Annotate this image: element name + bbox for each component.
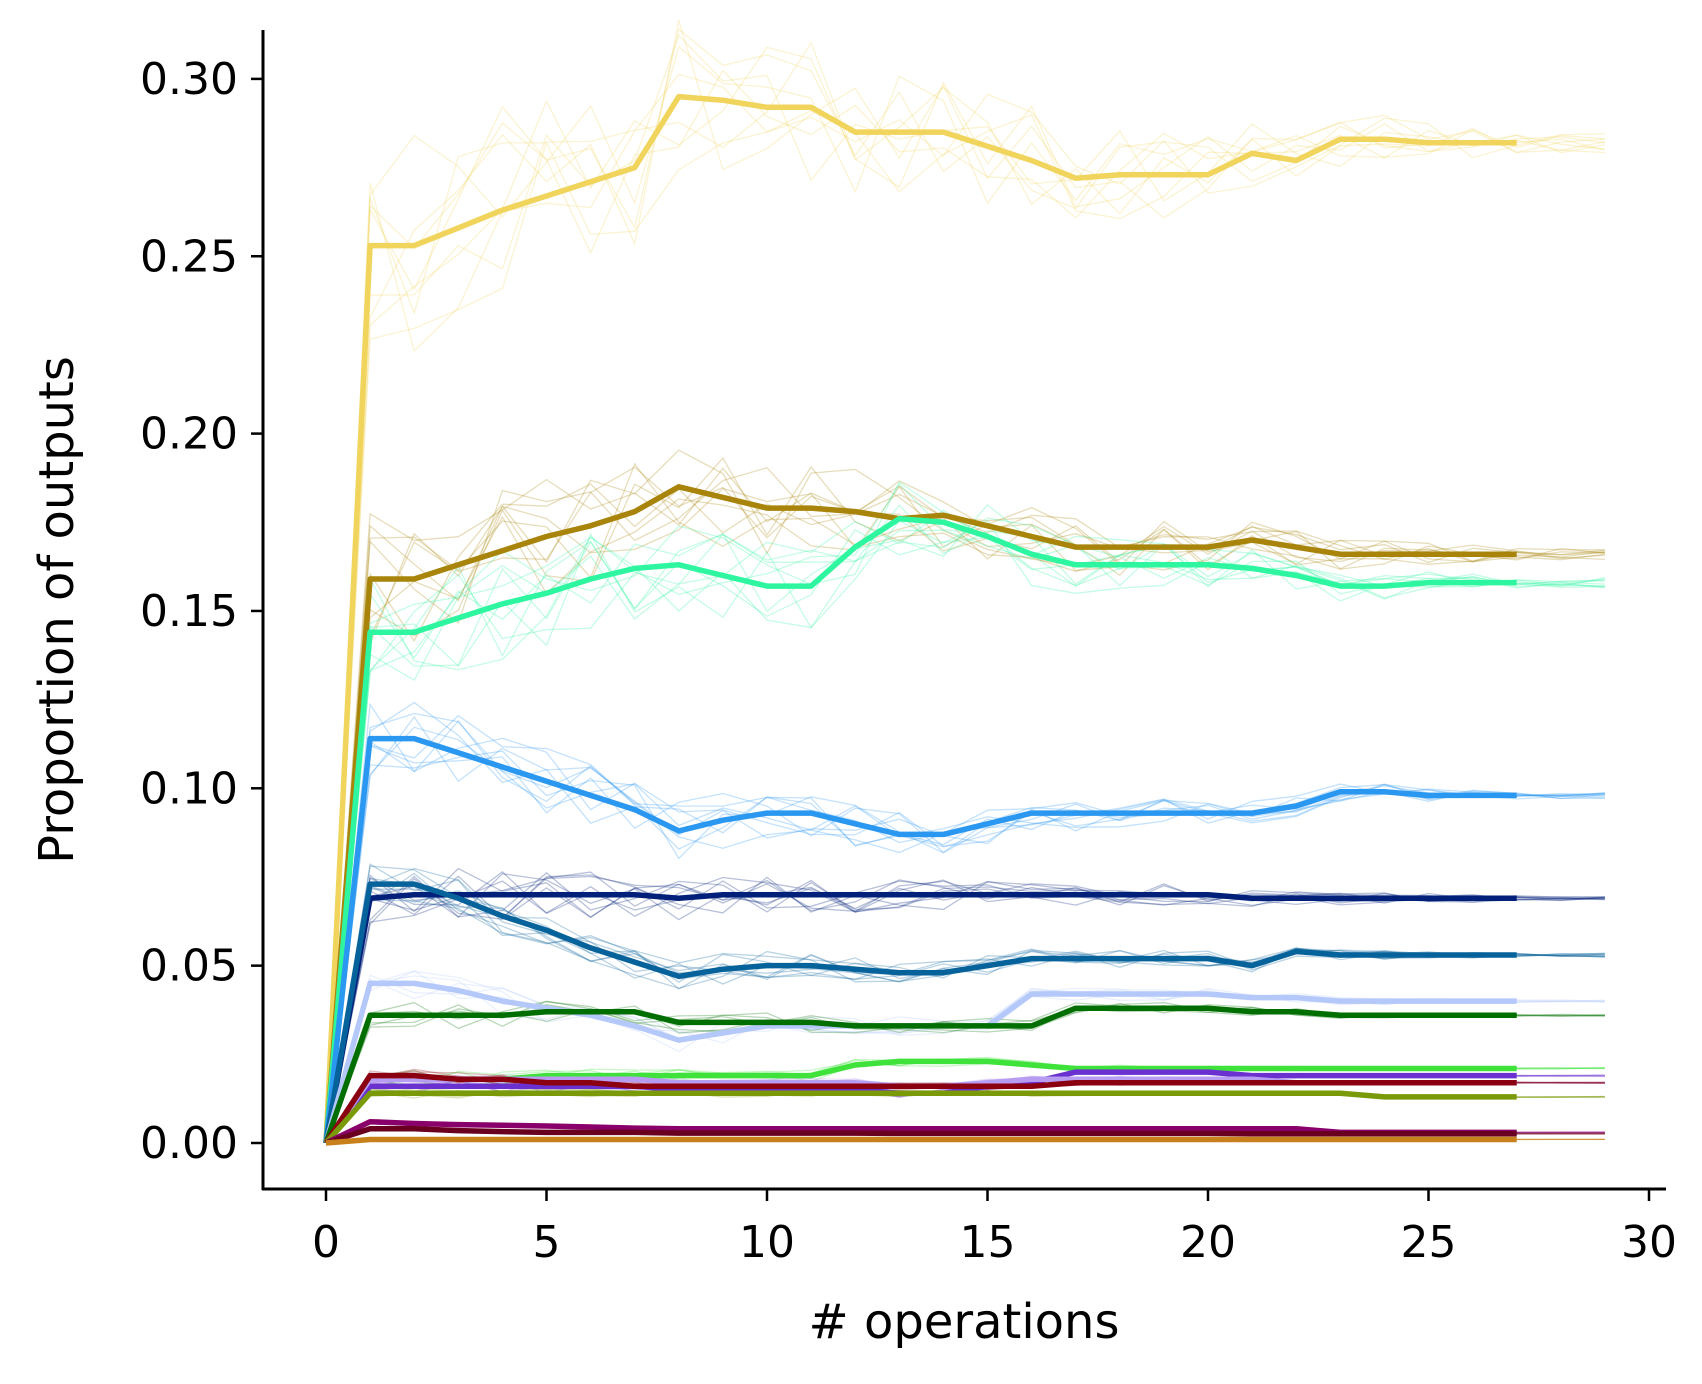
replicate-run-line (325, 20, 1605, 1144)
replicate-run-line (325, 109, 1606, 1144)
x-axis-title: # operations (809, 1294, 1120, 1350)
replicate-run-line (325, 873, 1605, 1144)
y-tick-label: 0.05 (140, 941, 238, 992)
replicate-run-line (325, 34, 1605, 1144)
x-tick-label: 0 (312, 1217, 340, 1268)
replicate-run-line (325, 744, 1605, 1144)
replicate-run-line (325, 529, 1605, 1144)
x-tick-label: 5 (533, 1217, 561, 1268)
x-tick-label: 30 (1621, 1217, 1677, 1268)
replicate-run-line (325, 456, 1605, 1144)
replicate-run-line (325, 509, 1605, 1144)
y-tick-label: 0.00 (140, 1118, 238, 1169)
replicate-run-line (325, 876, 1605, 1144)
y-tick-label: 0.10 (140, 763, 238, 814)
series-layer (323, 93, 1517, 1146)
replicate-run-line (325, 872, 1605, 1144)
x-tick-label: 20 (1180, 1217, 1236, 1268)
series-line-15 (325, 1136, 1517, 1146)
replicate-run-line (325, 69, 1606, 1144)
replicate-run-line (325, 481, 1605, 1144)
replicate-run-line (325, 467, 1605, 1144)
replicate-run-line (325, 1001, 1605, 1144)
y-axis-title: Proportion of outputs (29, 356, 85, 864)
replicate-run-line (325, 466, 1605, 1144)
series-line-11 (323, 1072, 1517, 1145)
replicate-run-line (325, 485, 1605, 1144)
ticks-layer: 0 5 10 15 20 25 30 0.00 0.05 0.10 0.15 0.20 0.25 0.30 (140, 54, 1677, 1268)
replicate-run-line (325, 462, 1605, 1144)
series-line-5 (323, 881, 1517, 1144)
replicate-run-line (325, 529, 1606, 1144)
replicate-run-line (325, 871, 1605, 1144)
replicate-run-line (325, 970, 1605, 1144)
x-tick-label: 25 (1401, 1217, 1457, 1268)
replicate-run-line (325, 466, 1605, 1144)
replicate-run-line (325, 28, 1605, 1144)
series-line-1 (323, 484, 1517, 1144)
series-line-12 (323, 1090, 1517, 1145)
series-line-3 (323, 735, 1517, 1144)
replicate-run-line (325, 46, 1605, 1144)
series-line-2 (323, 515, 1517, 1144)
replicate-run-line (325, 871, 1605, 1144)
series-line-14 (325, 1126, 1517, 1146)
replicate-run-line (325, 726, 1605, 1144)
replicate-run-line (325, 867, 1605, 1144)
x-tick-label: 15 (960, 1217, 1016, 1268)
series-line-7 (323, 1005, 1517, 1144)
replicate-run-line (325, 45, 1605, 1144)
series-line-4 (323, 891, 1517, 1144)
replicate-run-line (325, 517, 1605, 1144)
replicate-run-line (325, 1000, 1605, 1144)
replicate-run-line (325, 449, 1605, 1144)
replicate-run-line (325, 73, 1605, 1144)
replicate-run-line (325, 41, 1606, 1144)
series-line-13 (324, 1118, 1517, 1146)
series-line-0 (323, 93, 1517, 1144)
replicate-run-line (325, 875, 1605, 1144)
replicate-run-line (325, 712, 1605, 1144)
replicate-run-line (325, 487, 1605, 1144)
y-tick-label: 0.25 (140, 231, 238, 282)
replicate-run-line (325, 483, 1605, 1144)
y-tick-label: 0.15 (140, 586, 238, 637)
y-tick-label: 0.30 (140, 54, 238, 105)
y-tick-label: 0.20 (140, 409, 238, 460)
x-tick-label: 10 (739, 1217, 795, 1268)
replicate-run-line (325, 970, 1605, 1144)
